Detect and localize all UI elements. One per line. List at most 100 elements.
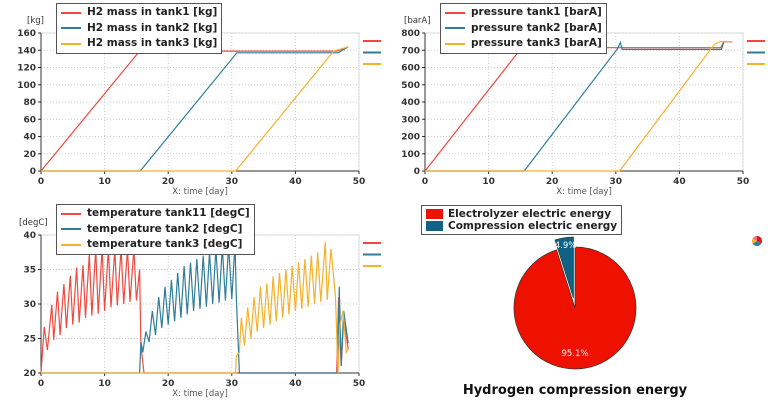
x-tick-label: 40 — [289, 177, 302, 187]
legend-label: H2 mass in tank1 [kg] — [87, 6, 218, 18]
legend-label: pressure tank1 [barA] — [471, 6, 602, 18]
series-line-3 — [41, 46, 349, 172]
x-tick-label: 0 — [38, 177, 44, 187]
legend-swatch — [61, 42, 81, 45]
y-axis-label: [degC] — [19, 218, 48, 228]
y-tick-label: 100 — [17, 81, 36, 91]
pie-slice-1 — [513, 246, 637, 370]
legend-item: temperature tank11 [degC] — [61, 206, 250, 222]
x-tick-label: 10 — [98, 177, 111, 187]
x-tick-label: 20 — [546, 177, 559, 187]
x-tick-label: 20 — [162, 177, 175, 187]
legend-item: pressure tank2 [barA] — [445, 21, 602, 37]
legend-item: pressure tank1 [barA] — [445, 5, 602, 21]
legend-label: pressure tank3 [barA] — [471, 37, 602, 49]
series-line-1 — [40, 248, 349, 374]
legend-swatch — [61, 27, 81, 30]
legend-swatch — [61, 11, 81, 14]
pie-icon-wedge — [752, 241, 762, 247]
y-tick-label: 40 — [23, 133, 36, 143]
y-tick-label: 700 — [401, 46, 420, 56]
legend-label: temperature tank11 [degC] — [87, 207, 250, 219]
series-line-1 — [40, 46, 349, 172]
x-tick-label: 50 — [353, 379, 366, 389]
pie-slice-label: 4.9% — [555, 241, 577, 251]
series-line-2 — [41, 46, 349, 172]
x-tick-label: 40 — [673, 177, 686, 187]
y-tick-label: 600 — [401, 64, 420, 74]
pie-slice-2 — [554, 236, 574, 299]
legend-swatch — [61, 212, 81, 215]
x-tick-label: 10 — [482, 177, 495, 187]
legend-label: temperature tank3 [degC] — [87, 238, 243, 250]
x-tick-label: 50 — [353, 177, 366, 187]
pie-slice-label: 95.1% — [561, 349, 588, 359]
pie-chart-icon — [752, 236, 762, 247]
pie-title: Hydrogen compression energy — [462, 383, 688, 398]
y-tick-label: 0 — [30, 167, 36, 177]
legend-swatch — [445, 27, 465, 30]
y-tick-label: 160 — [17, 29, 36, 39]
series-line-1 — [424, 40, 733, 172]
y-tick-label: 500 — [401, 81, 420, 91]
legend-pressure: pressure tank1 [barA] pressure tank2 [ba… — [440, 3, 607, 54]
legend-swatch — [426, 221, 443, 231]
line-chart-0: 0 10 20 30 40 50 0 20 40 60 80 100 120 140 160 X: time … — [17, 16, 381, 197]
legend-item: H2 mass in tank1 [kg] — [61, 5, 217, 21]
legend-swatch — [445, 42, 465, 45]
legend-label: temperature tank2 [degC] — [87, 222, 243, 235]
legend-label: H2 mass in tank2 [kg] — [87, 21, 218, 34]
y-tick-label: 20 — [23, 150, 36, 160]
series-line-3 — [425, 40, 733, 172]
pie-icon-wedge — [757, 236, 762, 244]
legend-item: Compression electric energy — [426, 220, 617, 232]
x-tick-label: 30 — [226, 379, 239, 389]
pie-icon-wedge — [752, 236, 757, 241]
legend-swatch — [61, 243, 81, 246]
pie-chart: 95.1% 4.9% — [513, 236, 637, 370]
legend-mass: H2 mass in tank1 [kg] H2 mass in tank2 [… — [56, 3, 223, 54]
y-tick-label: 30 — [23, 300, 36, 310]
legend-label: pressure tank2 [barA] — [471, 21, 602, 34]
legend-label: Electrolyzer electric energy — [448, 208, 612, 220]
y-tick-label: 120 — [17, 64, 36, 74]
x-axis-label: X: time [day] — [556, 187, 612, 197]
y-tick-label: 35 — [23, 266, 36, 276]
x-axis-label: X: time [day] — [172, 389, 228, 399]
legend-item: Electrolyzer electric energy — [426, 208, 617, 220]
y-tick-label: 800 — [401, 29, 420, 39]
series-line-3 — [41, 241, 349, 374]
y-tick-label: 0 — [414, 167, 420, 177]
y-tick-label: 200 — [401, 133, 420, 143]
x-tick-label: 30 — [610, 177, 623, 187]
x-tick-label: 30 — [226, 177, 239, 187]
line-chart-2: 0 10 20 30 40 50 20 25 30 35 40 X: time [day] [degC] — [19, 218, 381, 399]
legend-item: temperature tank3 [degC] — [61, 237, 250, 253]
legend-item: H2 mass in tank2 [kg] — [61, 21, 217, 37]
x-tick-label: 40 — [289, 379, 302, 389]
legend-item: temperature tank2 [degC] — [61, 222, 250, 238]
x-tick-label: 10 — [98, 379, 111, 389]
x-tick-label: 0 — [38, 379, 44, 389]
legend-temperature: temperature tank11 [degC] temperature ta… — [56, 204, 255, 255]
y-tick-label: 400 — [401, 98, 420, 108]
legend-item: H2 mass in tank3 [kg] — [61, 36, 217, 52]
y-axis-label: [barA] — [404, 16, 431, 26]
y-tick-label: 25 — [23, 335, 36, 345]
pie-icon-wedge — [752, 238, 757, 244]
x-tick-label: 20 — [162, 379, 175, 389]
y-tick-label: 300 — [401, 115, 420, 125]
legend-label: H2 mass in tank3 [kg] — [87, 37, 218, 49]
y-axis-label: [kg] — [27, 16, 44, 26]
legend-swatch — [426, 209, 443, 219]
legend-label: Compression electric energy — [448, 220, 618, 232]
x-tick-label: 0 — [422, 177, 428, 187]
y-tick-label: 140 — [17, 46, 36, 56]
y-tick-label: 20 — [23, 369, 36, 379]
y-tick-label: 60 — [23, 115, 36, 125]
y-tick-label: 40 — [23, 231, 36, 241]
legend-item: pressure tank3 [barA] — [445, 36, 602, 52]
x-tick-label: 50 — [737, 177, 750, 187]
legend-swatch — [445, 11, 465, 14]
